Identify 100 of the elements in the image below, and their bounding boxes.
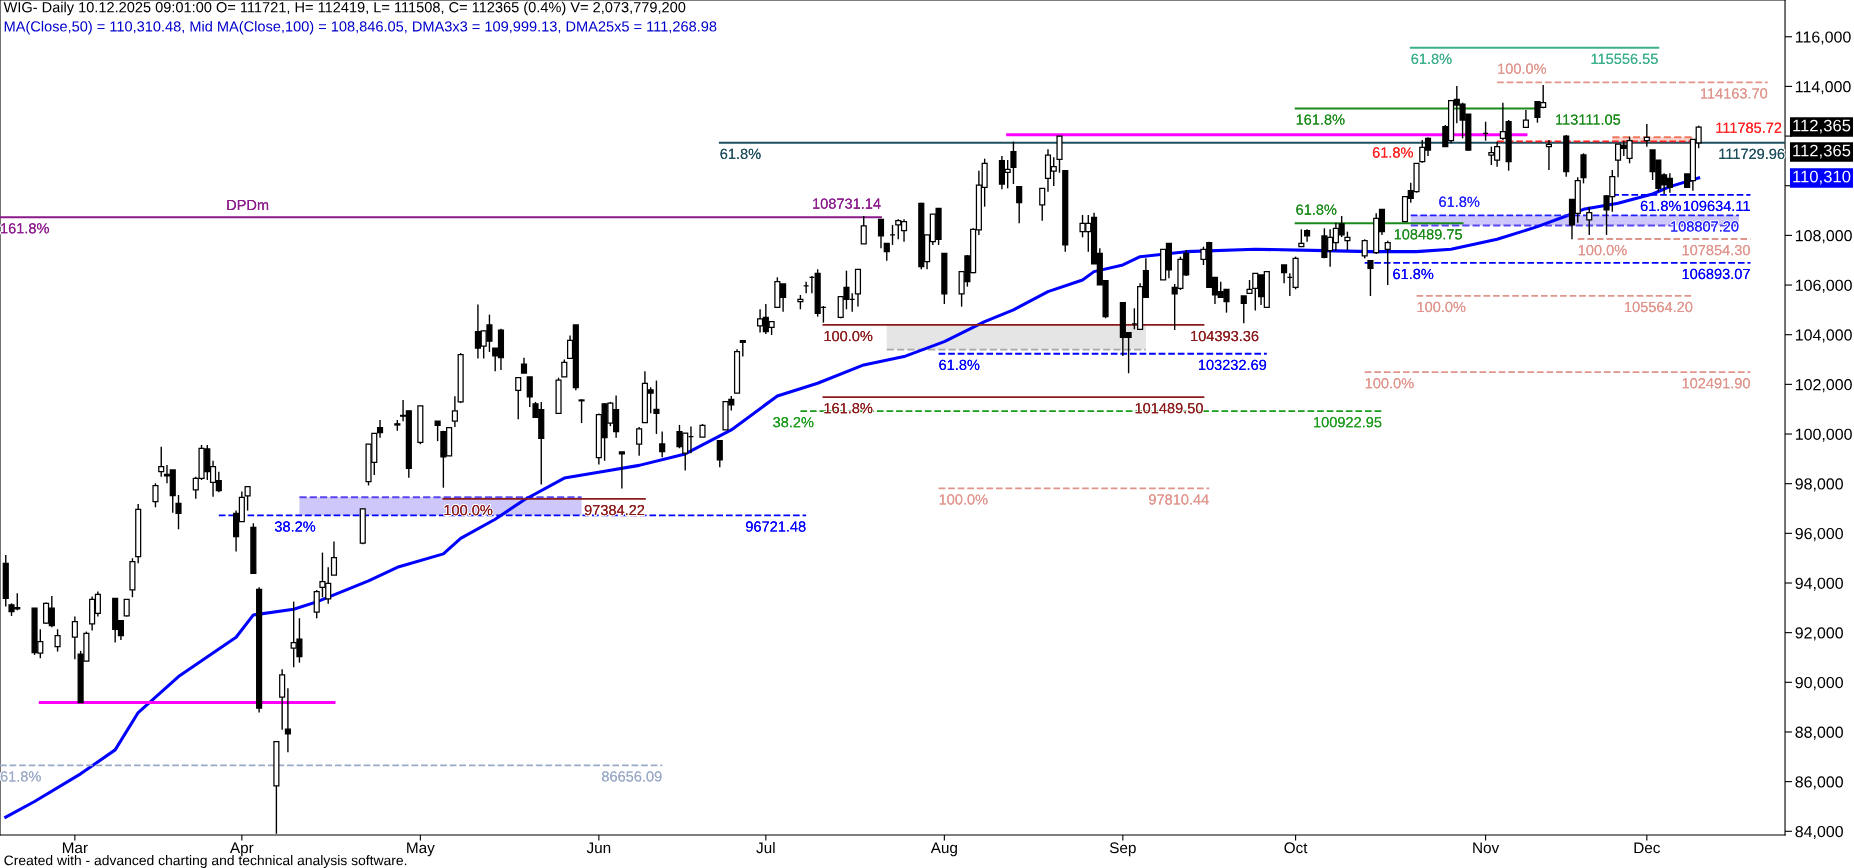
x-tick-label: Sep bbox=[1109, 842, 1136, 857]
series-label: 61.8% bbox=[1296, 204, 1337, 215]
series-label: 61.8% bbox=[939, 359, 980, 371]
x-tick-label: May bbox=[407, 842, 435, 857]
series-label: 100.0% bbox=[1578, 244, 1627, 256]
x-tick-label: Mar bbox=[62, 842, 88, 854]
series-label: 38.2% bbox=[274, 521, 316, 532]
candlestick bbox=[1280, 264, 1288, 284]
y-tick-label: 104,000 bbox=[1795, 329, 1852, 343]
y-tick-label: 92,000 bbox=[1795, 627, 1843, 641]
y-tick-label: 108,000 bbox=[1795, 230, 1852, 244]
candlestick bbox=[284, 687, 291, 753]
data-label: 96721.48 bbox=[746, 521, 806, 532]
y-tick-label: 94,000 bbox=[1795, 577, 1843, 591]
candlestick bbox=[1361, 238, 1368, 259]
series-label: 61.8% bbox=[1411, 53, 1452, 65]
x-tick-label: Jun bbox=[586, 842, 611, 854]
candlestick bbox=[1016, 185, 1023, 225]
candlestick bbox=[526, 376, 533, 408]
candlestick bbox=[1056, 135, 1063, 174]
y-tick-label: 114,000 bbox=[1795, 81, 1851, 95]
y-tick-label: 102,000 bbox=[1795, 378, 1852, 393]
candlestick bbox=[244, 485, 251, 512]
candlestick bbox=[376, 419, 384, 439]
data-label: 108489.75 bbox=[1394, 229, 1462, 240]
data-label: 103232.69 bbox=[1198, 359, 1267, 371]
candlestick bbox=[860, 215, 867, 245]
candlestick bbox=[877, 218, 885, 250]
y-tick-label: 116,000 bbox=[1795, 31, 1851, 45]
candlestick bbox=[1384, 239, 1391, 286]
text: 112,365 bbox=[1793, 119, 1851, 134]
data-label: 111785.72 bbox=[1716, 122, 1782, 133]
candlestick bbox=[1545, 139, 1553, 171]
data-label: 86656.09 bbox=[602, 771, 662, 782]
text: MA(Close,50) = 110,310.48, Mid MA(Close,100) = 108,846.05, DMA3x3 = 109,999.13, DMA25x5 = 111,268.98 bbox=[4, 20, 717, 35]
text: 110,310 bbox=[1793, 170, 1851, 185]
x-tick-label: Nov bbox=[1473, 842, 1500, 854]
series-label: 100.0% bbox=[824, 330, 873, 342]
x-tick-label: Oct bbox=[1284, 842, 1308, 854]
candlestick bbox=[653, 379, 660, 435]
data-label: 97810.44 bbox=[1149, 494, 1209, 505]
x-tick-label: Apr bbox=[229, 842, 254, 857]
data-label: 100922.95 bbox=[1314, 417, 1382, 428]
series-label: 100.0% bbox=[1498, 63, 1547, 74]
candlestick bbox=[71, 615, 78, 660]
y-tick-label: 98,000 bbox=[1795, 478, 1843, 492]
text: Created with - advanced charting and technical analysis software. bbox=[4, 855, 407, 868]
x-tick-label: Dec bbox=[1634, 842, 1661, 854]
candlestick bbox=[158, 445, 165, 478]
series-label: 38.2% bbox=[773, 417, 814, 428]
candlestick bbox=[313, 589, 320, 619]
series-label: 161.8% bbox=[1296, 114, 1345, 125]
data-label: 105564.20 bbox=[1625, 301, 1693, 313]
candlestick bbox=[330, 540, 338, 576]
candlestick bbox=[54, 628, 61, 653]
series-label: 61.8% bbox=[1393, 268, 1434, 280]
candlestick bbox=[618, 451, 625, 490]
series-label: 61.8% bbox=[1640, 200, 1681, 212]
y-tick-label: 106,000 bbox=[1795, 279, 1852, 293]
data-label: 108731.14 bbox=[813, 198, 881, 209]
data-label: 115556.55 bbox=[1591, 53, 1658, 65]
y-tick-label: 90,000 bbox=[1795, 676, 1843, 691]
y-tick-label: 96,000 bbox=[1795, 527, 1843, 542]
y-tick-label: 100,000 bbox=[1795, 428, 1852, 442]
text: 61.8% bbox=[1372, 147, 1413, 158]
candlestick bbox=[515, 377, 522, 420]
data-label: 113111.05 bbox=[1556, 114, 1621, 125]
data-label: 106893.07 bbox=[1682, 268, 1750, 280]
candlestick bbox=[716, 439, 723, 468]
series-label: 100.0% bbox=[1365, 378, 1414, 389]
y-tick-label: 88,000 bbox=[1795, 726, 1843, 740]
candlestick bbox=[1367, 259, 1374, 297]
data-label: 114163.70 bbox=[1701, 88, 1768, 99]
data-label: 97384.22 bbox=[584, 504, 645, 516]
data-label: 102491.90 bbox=[1682, 378, 1750, 389]
candlestick bbox=[578, 398, 585, 424]
text: 112,365 bbox=[1793, 144, 1851, 159]
data-label: 107854.30 bbox=[1682, 244, 1750, 256]
candlestick bbox=[636, 426, 643, 457]
y-tick-label: 86,000 bbox=[1795, 776, 1843, 790]
series-label: 61.8% bbox=[720, 148, 761, 160]
chart-title: WIG- Daily 10.12.2025 09:01:00 O= 111721, H= 112419, L= 111508, C= 112365 (0.4%) V= 2,073,779,200 bbox=[3, 1, 686, 16]
series-label: 100.0% bbox=[939, 494, 988, 505]
x-tick-label: Aug bbox=[930, 842, 957, 857]
candlestick bbox=[279, 668, 286, 731]
y-tick-label: 84,000 bbox=[1795, 825, 1843, 840]
data-label: 109634.11 bbox=[1683, 200, 1750, 212]
candlestick bbox=[434, 420, 441, 442]
data-label: 104393.36 bbox=[1191, 330, 1259, 342]
series-label: 61.8% bbox=[1439, 196, 1480, 207]
candlestick bbox=[1580, 152, 1587, 185]
series-label: 161.8% bbox=[1, 223, 49, 234]
candlestick bbox=[1039, 187, 1046, 222]
series-label: 100.0% bbox=[444, 504, 493, 516]
candlestick bbox=[152, 482, 159, 508]
candlestick bbox=[451, 395, 458, 428]
series-label: 100.0% bbox=[1417, 301, 1466, 313]
candlestick bbox=[659, 430, 666, 458]
x-tick-label: Jul bbox=[756, 841, 775, 854]
data-label: DPDm bbox=[227, 200, 269, 211]
